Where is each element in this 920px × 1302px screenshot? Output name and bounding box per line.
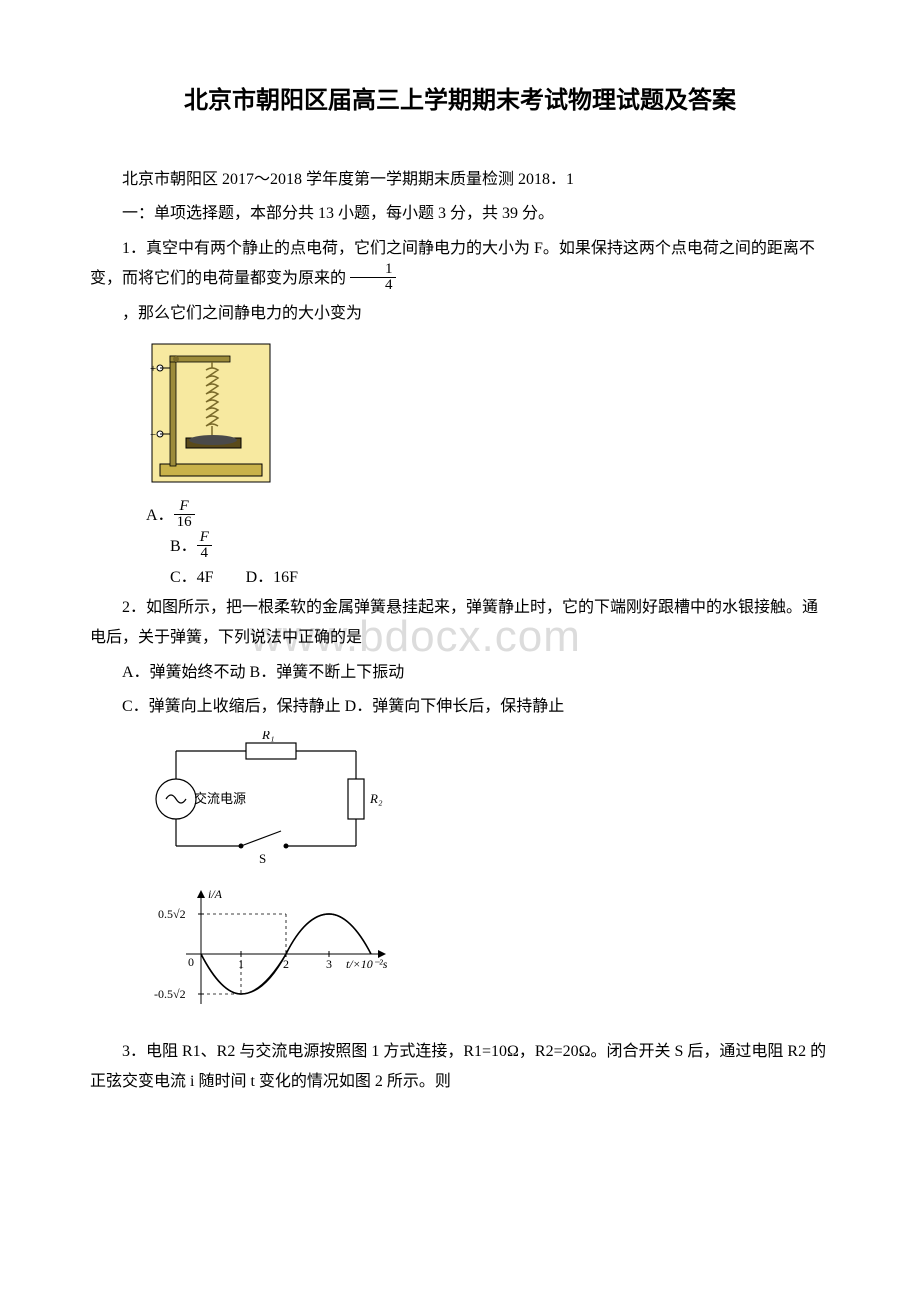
frac-den: 4 — [197, 546, 212, 561]
fraction-f-16: F16 — [174, 499, 195, 530]
r1-label: R₁ — [261, 731, 274, 742]
ac-source-label: 交流电源 — [194, 791, 246, 806]
x-tick-3: 3 — [326, 957, 332, 971]
question-2-stem: 2．如图所示，把一根柔软的金属弹簧悬挂起来，弹簧静止时，它的下端刚好跟槽中的水银… — [90, 593, 830, 654]
q1-option-cd: C．4F D．16F — [170, 563, 830, 593]
page-title: 北京市朝阳区届高三上学期期末考试物理试题及答案 — [90, 80, 830, 115]
page-content: 北京市朝阳区届高三上学期期末考试物理试题及答案 北京市朝阳区 2017～2018… — [90, 80, 830, 1097]
opt-a-label: A． — [146, 507, 174, 524]
x-tick-1: 1 — [238, 957, 244, 971]
question-1-stem: 1．真空中有两个静止的点电荷，它们之间静电力的大小为 F。如果保持这两个点电荷之… — [90, 234, 830, 295]
q2-options-cd: C．弹簧向上收缩后，保持静止 D．弹簧向下伸长后，保持静止 — [90, 692, 830, 722]
q1-text-a: 1．真空中有两个静止的点电荷，它们之间静电力的大小为 F。如果保持这两个点电荷之… — [90, 240, 815, 288]
fraction-1-4: 14 — [350, 262, 396, 293]
opt-b-label: B． — [170, 538, 197, 555]
svg-text:−: − — [150, 429, 156, 441]
figure-circuit: 交流电源 R₁ R₂ S — [146, 731, 830, 876]
svg-text:+: + — [150, 363, 156, 375]
subtitle-line: 北京市朝阳区 2017～2018 学年度第一学期期末质量检测 2018．1 — [90, 165, 830, 195]
frac-num: 1 — [350, 262, 396, 278]
q1-option-a: A．F16 — [146, 501, 830, 532]
switch-label: S — [259, 851, 266, 866]
q1-option-b: B．F4 — [170, 532, 830, 563]
q2-options-ab: A．弹簧始终不动 B．弹簧不断上下振动 — [90, 658, 830, 688]
y-tick-lo: -0.5√2 — [154, 987, 186, 1001]
figure-sine-wave: i/A 0.5√2 -0.5√2 0 1 2 3 t/×10⁻²s — [146, 884, 830, 1029]
y-axis-label: i/A — [208, 887, 223, 901]
origin-label: 0 — [188, 955, 194, 969]
r2-label: R₂ — [369, 791, 383, 806]
frac-num: F — [174, 499, 195, 515]
y-tick-hi: 0.5√2 — [158, 907, 186, 921]
x-axis-label: t/×10⁻²s — [346, 957, 388, 971]
frac-num: F — [197, 530, 212, 546]
frac-den: 4 — [350, 278, 396, 293]
section-heading: 一：单项选择题，本部分共 13 小题，每小题 3 分，共 39 分。 — [90, 199, 830, 229]
fraction-f-4: F4 — [197, 530, 212, 561]
figure-spring-mercury: + − — [146, 338, 830, 493]
question-1-stem-b: ，那么它们之间静电力的大小变为 — [90, 299, 830, 329]
question-3-stem: 3．电阻 R1、R2 与交流电源按照图 1 方式连接，R1=10Ω，R2=20Ω… — [90, 1037, 830, 1098]
frac-den: 16 — [174, 515, 195, 530]
